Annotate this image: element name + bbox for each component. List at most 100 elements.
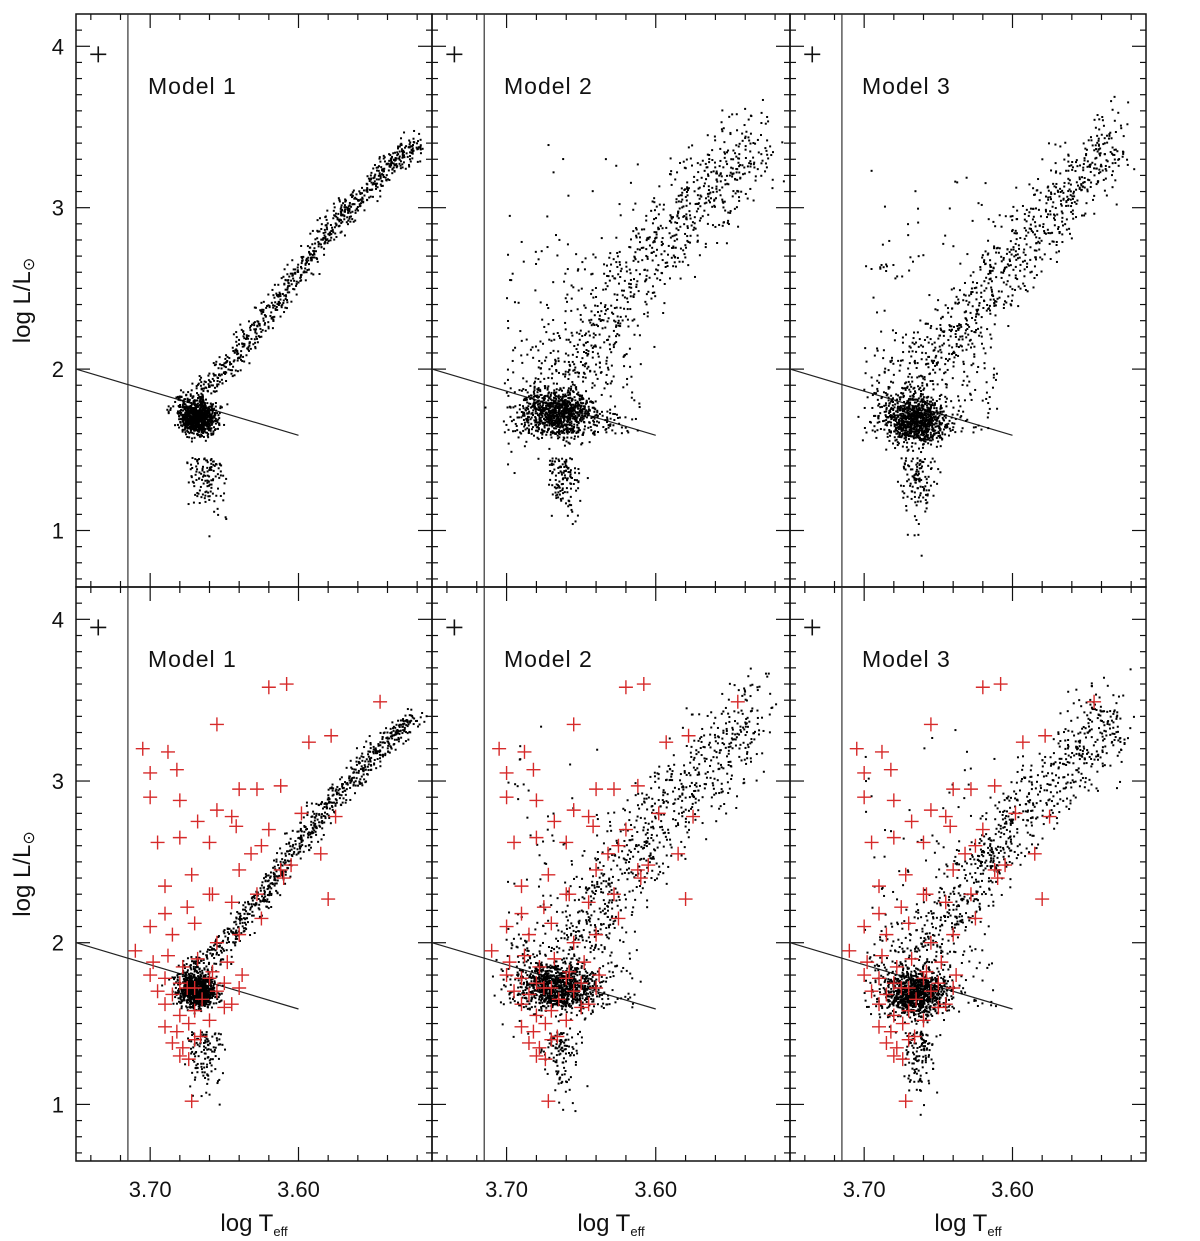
model-point <box>569 364 572 367</box>
model-point <box>598 314 601 317</box>
model-point <box>723 156 726 159</box>
model-point <box>200 472 203 475</box>
model-point <box>330 230 333 233</box>
model-point <box>207 383 210 386</box>
model-point <box>557 485 560 488</box>
model-point <box>911 435 914 438</box>
model-point <box>914 414 917 417</box>
model-point <box>534 416 537 419</box>
model-point <box>921 414 924 417</box>
model-point <box>560 471 563 474</box>
model-point <box>752 156 755 159</box>
model-point <box>197 382 200 385</box>
model-point <box>194 473 197 476</box>
model-point <box>696 234 699 237</box>
model-point <box>570 458 573 461</box>
model-point <box>913 401 916 404</box>
model-point <box>357 209 360 212</box>
model-point <box>598 412 601 415</box>
model-point <box>239 355 242 358</box>
model-point <box>306 245 309 248</box>
model-point <box>514 346 517 349</box>
model-point <box>666 261 669 264</box>
model-point <box>256 341 259 344</box>
model-point <box>206 420 209 423</box>
model-point <box>575 348 578 351</box>
model-point <box>879 406 882 409</box>
model-point <box>202 431 205 434</box>
model-point <box>610 263 613 266</box>
model-point <box>679 161 682 164</box>
model-point <box>655 268 658 271</box>
model-point <box>937 416 940 419</box>
model-point <box>537 388 540 391</box>
model-point <box>396 165 399 168</box>
model-point <box>924 425 927 428</box>
model-point <box>890 406 893 409</box>
model-point <box>216 412 219 415</box>
model-point <box>566 400 569 403</box>
model-point <box>734 152 737 155</box>
model-point <box>378 157 381 160</box>
model-point <box>189 404 192 407</box>
model-point <box>411 152 414 155</box>
model-point <box>625 270 628 273</box>
model-point <box>375 185 378 188</box>
model-point <box>559 404 562 407</box>
model-point <box>523 397 526 400</box>
model-point <box>567 441 570 444</box>
model-point <box>749 160 752 163</box>
model-point <box>931 404 934 407</box>
model-point <box>531 397 534 400</box>
model-point <box>591 272 594 275</box>
model-point <box>194 493 197 496</box>
model-point <box>193 399 196 402</box>
model-point <box>348 217 351 220</box>
model-point <box>402 154 405 157</box>
model-point <box>348 204 351 207</box>
model-point <box>570 508 573 511</box>
model-point <box>219 474 222 477</box>
model-point <box>558 238 561 241</box>
model-point <box>692 228 695 231</box>
model-point <box>401 153 404 156</box>
model-point <box>581 357 584 360</box>
model-point <box>619 270 622 273</box>
model-point <box>731 113 734 116</box>
model-point <box>345 221 348 224</box>
model-point <box>690 164 693 167</box>
model-point <box>248 344 251 347</box>
model-point <box>744 148 747 151</box>
model-point <box>584 362 587 365</box>
model-point <box>885 422 888 425</box>
model-point <box>597 431 600 434</box>
model-point <box>585 332 588 335</box>
model-point <box>555 397 558 400</box>
model-point <box>920 409 923 412</box>
model-point <box>886 424 889 427</box>
model-point <box>676 171 679 174</box>
model-point <box>579 499 582 502</box>
model-point <box>568 418 571 421</box>
model-point <box>526 353 529 356</box>
model-point <box>313 252 316 255</box>
model-point <box>555 415 558 418</box>
model-point <box>525 417 528 420</box>
model-point <box>527 421 530 424</box>
model-point <box>273 283 276 286</box>
model-point <box>630 286 633 289</box>
model-point <box>546 246 549 249</box>
model-point <box>558 486 561 489</box>
model-point <box>182 417 185 420</box>
model-point <box>913 432 916 435</box>
model-point <box>310 258 313 261</box>
model-point <box>896 432 899 435</box>
model-point <box>574 419 577 422</box>
model-point <box>585 399 588 402</box>
model-point <box>731 195 734 198</box>
model-point <box>674 246 677 249</box>
model-point <box>204 439 207 442</box>
model-point <box>689 241 692 244</box>
model-point <box>558 334 561 337</box>
model-point <box>560 410 563 413</box>
